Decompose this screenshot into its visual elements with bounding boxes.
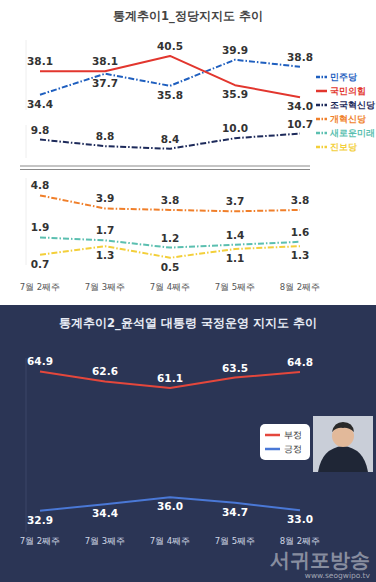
category-label: 8월 2째주	[280, 282, 321, 292]
category-label: 7월 4째주	[150, 282, 191, 292]
category-label: 7월 2째주	[20, 536, 61, 546]
data-label: 35.9	[222, 88, 248, 100]
top-background	[0, 0, 376, 305]
data-label: 39.9	[222, 44, 248, 56]
watermark: 서귀포방송	[270, 548, 370, 572]
legend-label: 진보당	[330, 142, 357, 152]
data-label: 10.7	[287, 118, 313, 130]
data-label: 1.3	[291, 249, 310, 261]
data-label: 33.0	[287, 513, 313, 525]
data-label: 10.0	[222, 122, 248, 134]
axis-break	[20, 169, 310, 170]
data-label: 38.1	[27, 55, 53, 67]
data-label: 61.1	[157, 372, 183, 384]
data-label: 34.7	[222, 506, 248, 518]
chart-title: 통계추이1_정당지지도 추이	[113, 9, 263, 24]
data-label: 35.8	[157, 89, 183, 101]
plot-area	[40, 134, 300, 149]
data-label: 1.3	[96, 249, 115, 261]
legend-marker	[316, 76, 327, 79]
data-label: 38.8	[287, 51, 313, 63]
legend-marker	[316, 90, 327, 93]
data-label: 0.5	[161, 261, 180, 273]
category-label: 8월 2째주	[280, 536, 321, 546]
data-label: 34.4	[92, 507, 118, 519]
data-label: 1.7	[96, 224, 115, 236]
data-label: 1.1	[226, 252, 245, 264]
category-label: 7월 5째주	[215, 536, 256, 546]
data-label: 3.7	[226, 195, 245, 207]
data-label: 40.5	[157, 40, 183, 52]
data-label: 32.9	[27, 514, 53, 526]
legend-marker	[316, 118, 327, 121]
legend-label: 조국혁신당	[330, 100, 375, 110]
data-label: 3.8	[161, 194, 180, 206]
portrait	[313, 416, 373, 472]
legend-marker	[265, 448, 280, 451]
legend: 민주당국민의힘조국혁신당개혁신당새로운미래진보당	[316, 72, 375, 152]
data-label: 34.0	[287, 100, 313, 112]
chart-title: 통계추이2_윤석열 대통령 국정운영 지지도 추이	[59, 316, 317, 331]
chart-canvas: 통계추이1_정당지지도 추이 34.4 38.1 37.7 38.1 35.8 40.5 39…	[0, 0, 376, 582]
data-label: 63.5	[222, 362, 248, 374]
series-line	[40, 134, 300, 149]
legend-label: 긍정	[284, 444, 302, 454]
category-label: 7월 3째주	[85, 536, 126, 546]
data-label: 0.7	[31, 258, 50, 270]
series-line	[40, 371, 300, 388]
bottom-background	[0, 305, 376, 582]
axis-line	[26, 178, 27, 265]
data-label: 34.4	[27, 98, 53, 110]
data-label: 37.7	[92, 77, 118, 89]
legend: 부정긍정	[260, 424, 310, 460]
portrait-bg	[313, 416, 373, 472]
category-label: 7월 2째주	[20, 282, 61, 292]
data-label: 1.4	[226, 229, 245, 241]
axis-break	[20, 166, 310, 167]
category-label: 7월 3째주	[85, 282, 126, 292]
data-label: 4.8	[31, 179, 50, 191]
portrait-body	[318, 446, 368, 472]
data-label: 8.8	[96, 130, 115, 142]
data-label: 1.2	[161, 232, 180, 244]
data-label: 62.6	[92, 365, 118, 377]
data-label: 1.6	[291, 226, 310, 238]
category-label: 7월 4째주	[150, 536, 191, 546]
legend-label: 민주당	[330, 72, 357, 82]
category-label: 7월 5째주	[215, 282, 256, 292]
legend-label: 새로운미래	[329, 128, 375, 138]
legend-box	[260, 424, 310, 460]
data-label: 38.1	[92, 55, 118, 67]
legend-marker	[316, 146, 327, 149]
legend-label: 개혁신당	[330, 114, 366, 124]
legend-marker	[316, 104, 327, 107]
data-label: 36.0	[157, 500, 183, 512]
data-label: 8.4	[161, 133, 180, 145]
data-label: 3.8	[291, 194, 310, 206]
legend-marker	[316, 132, 327, 135]
portrait-hair	[332, 422, 354, 432]
data-label: 64.8	[287, 356, 313, 368]
data-label: 9.8	[31, 124, 50, 136]
series-line	[40, 246, 300, 258]
legend-marker	[265, 434, 280, 437]
data-label: 64.9	[27, 355, 53, 367]
data-label: 1.9	[31, 221, 50, 233]
axis-line	[26, 125, 27, 158]
legend-label: 국민의힘	[330, 86, 366, 96]
watermark-url: www.seogwipo.tv	[305, 571, 371, 580]
legend-label: 부정	[284, 430, 302, 440]
axis-line	[26, 358, 27, 532]
data-label: 3.9	[96, 192, 115, 204]
